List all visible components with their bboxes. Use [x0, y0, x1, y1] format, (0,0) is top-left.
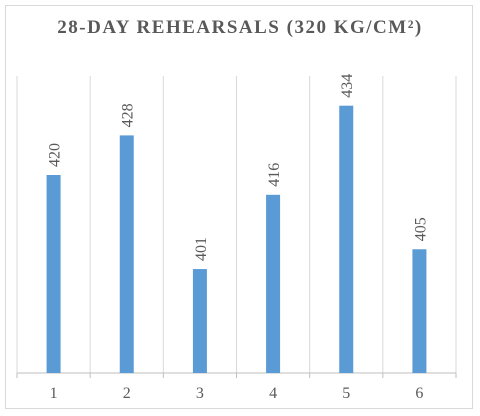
x-tick-label: 6 [415, 385, 423, 402]
data-label: 401 [193, 237, 210, 261]
bar [339, 105, 354, 373]
bar [119, 135, 134, 373]
bar [192, 269, 207, 373]
bar [412, 249, 427, 373]
data-label: 420 [47, 143, 64, 167]
bar [46, 175, 61, 373]
bar [266, 194, 281, 373]
x-tick-label: 2 [123, 385, 131, 402]
x-tick-label: 3 [196, 385, 204, 402]
chart-title: 28-DAY REHEARSALS (320 KG/CM²) [57, 17, 423, 38]
x-tick-label: 5 [342, 385, 350, 402]
x-tick-label: 4 [269, 385, 277, 402]
data-label: 428 [120, 103, 137, 127]
chart-frame [5, 5, 473, 409]
data-label: 405 [412, 217, 429, 241]
data-label: 416 [266, 163, 283, 187]
x-tick-label: 1 [50, 385, 58, 402]
data-label: 434 [339, 74, 356, 98]
